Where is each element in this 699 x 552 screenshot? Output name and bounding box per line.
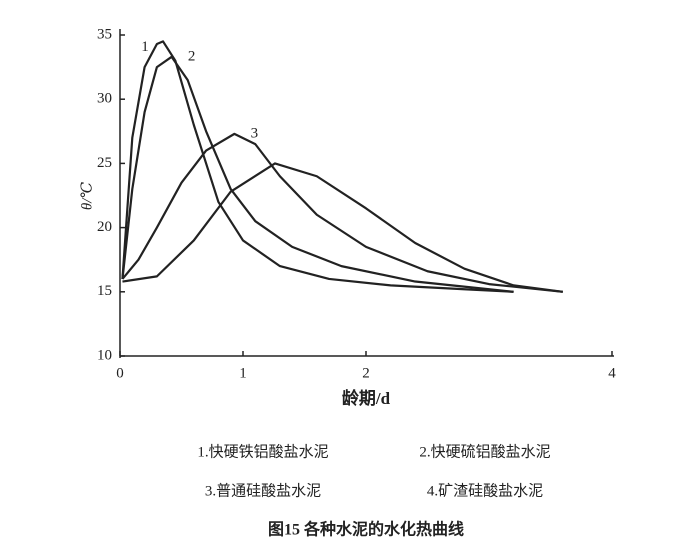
legend-note: 3.普通硅酸盐水泥 — [205, 482, 321, 499]
curve — [122, 162, 563, 293]
y-axis-label: θ/℃ — [79, 182, 95, 211]
y-tick-label: 20 — [97, 219, 112, 235]
y-tick-label: 30 — [97, 91, 112, 107]
y-tick-label: 35 — [97, 26, 112, 42]
curve — [121, 40, 514, 293]
curve — [121, 55, 514, 293]
caption: 图15 各种水泥的水化热曲线 — [268, 520, 464, 539]
legend-note: 2.快硬硫铝酸盐水泥 — [419, 443, 550, 460]
x-tick-label: 4 — [608, 365, 616, 381]
x-tick-label: 1 — [239, 365, 247, 381]
legend-note: 4.矿渣硅酸盐水泥 — [427, 482, 543, 499]
x-tick-label: 0 — [116, 365, 124, 381]
x-tick-label: 2 — [362, 365, 370, 381]
curve-label: 1 — [141, 39, 149, 55]
legend-note: 1.快硬铁铝酸盐水泥 — [197, 443, 328, 460]
y-tick-label: 10 — [97, 347, 112, 363]
curve-label: 2 — [188, 48, 196, 64]
x-axis-label: 龄期/d — [342, 388, 391, 408]
curve-label: 3 — [251, 125, 259, 141]
curve — [121, 132, 563, 293]
y-tick-label: 15 — [97, 283, 112, 299]
y-tick-label: 25 — [97, 155, 112, 171]
